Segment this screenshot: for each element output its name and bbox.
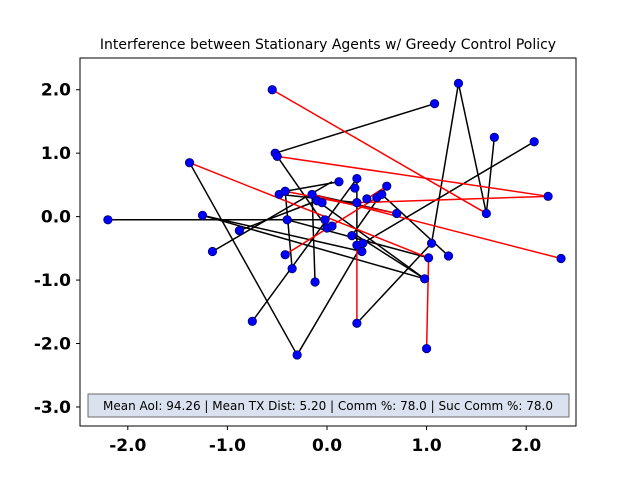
y-tick-label: -3.0 <box>34 398 71 418</box>
agent-point <box>453 78 464 88</box>
agent-point <box>292 350 302 360</box>
agent-point <box>307 189 317 200</box>
success-link <box>202 214 363 253</box>
success-link <box>362 141 535 244</box>
agent-point <box>423 253 434 263</box>
y-tick-label: 2.0 <box>41 81 71 101</box>
interference-link <box>189 161 429 259</box>
axes-frame <box>79 57 577 427</box>
agent-point <box>443 251 454 261</box>
agent-point <box>420 274 430 284</box>
agent-point <box>287 264 297 274</box>
x-tick-label: 1.0 <box>412 436 442 456</box>
x-tick-label: 2.0 <box>511 436 541 456</box>
agent-point <box>352 318 362 328</box>
agent-point <box>481 208 491 219</box>
chart-title: Interference between Stationary Agents w… <box>100 37 556 53</box>
agent-point <box>362 194 372 204</box>
agent-point <box>392 208 402 219</box>
info-box-background <box>87 393 570 418</box>
success-link <box>356 235 426 280</box>
interference-link <box>425 257 430 349</box>
x-tick-label: -2.0 <box>109 436 146 456</box>
y-tick-label: 1.0 <box>41 144 71 164</box>
success-link <box>311 194 316 282</box>
agent-point <box>529 137 539 147</box>
agent-point <box>556 253 566 264</box>
agent-point <box>184 158 195 168</box>
agent-point <box>357 246 367 257</box>
success-link <box>239 200 318 232</box>
info-text: Mean AoI: 94.26 | Mean TX Dist: 5.20 | C… <box>103 399 553 413</box>
agent-point <box>234 225 244 236</box>
plot-area: -2.0 -1.0 0.0 1.0 2.0 -3.0 -2.0 -1.0 0.0 1.0 2.0 <box>34 57 577 456</box>
success-link <box>286 219 429 259</box>
agent-point <box>489 132 499 142</box>
agent-point <box>352 173 362 184</box>
agent-point <box>382 181 392 191</box>
success-link <box>276 155 328 229</box>
y-tick-label: -2.0 <box>34 335 71 355</box>
x-tick-label: 0.0 <box>312 436 342 456</box>
interference-link <box>271 89 487 215</box>
x-tick-label: -1.0 <box>209 436 246 456</box>
agent-points <box>103 78 566 360</box>
success-link <box>285 180 340 192</box>
agent-point <box>207 246 218 257</box>
success-link <box>457 83 488 214</box>
success-link <box>485 137 496 214</box>
success-link <box>296 242 364 356</box>
success-link <box>274 102 435 154</box>
agent-point <box>197 210 208 220</box>
agent-point <box>350 183 360 193</box>
agent-point <box>377 189 387 200</box>
agent-point <box>280 186 290 196</box>
y-tick-label: -1.0 <box>34 271 71 291</box>
success-link <box>188 162 298 356</box>
success-link <box>430 83 460 244</box>
agent-point <box>422 343 432 354</box>
success-link <box>316 200 426 280</box>
agent-point <box>426 238 437 248</box>
agent-point <box>310 277 320 287</box>
success-link <box>284 191 293 269</box>
info-box: Mean AoI: 94.26 | Mean TX Dist: 5.20 | C… <box>87 393 570 418</box>
agent-point <box>429 99 440 109</box>
agent-point <box>352 198 362 208</box>
agent-point <box>272 151 282 161</box>
agent-point <box>334 177 344 187</box>
agent-point <box>282 215 292 225</box>
agent-point <box>317 198 327 208</box>
agent-point <box>247 316 257 326</box>
agent-point <box>320 215 330 225</box>
agent-point <box>347 231 357 241</box>
success-link <box>381 193 450 257</box>
agent-point <box>327 221 337 231</box>
interference-link <box>277 155 549 198</box>
agent-point <box>267 85 277 95</box>
success-link <box>356 242 433 324</box>
agent-point <box>103 215 113 225</box>
agent-point <box>543 191 553 201</box>
agent-point <box>358 238 368 248</box>
agent-point <box>280 250 290 260</box>
y-tick-label: 0.0 <box>41 208 71 228</box>
interference-link <box>356 195 549 204</box>
